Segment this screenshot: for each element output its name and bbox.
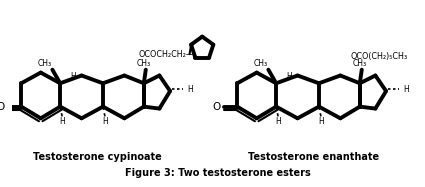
Text: H: H xyxy=(286,72,292,81)
Text: H: H xyxy=(102,117,108,126)
Text: O: O xyxy=(0,102,5,112)
Text: O: O xyxy=(212,102,221,112)
Text: H: H xyxy=(59,117,65,126)
Text: CH₃: CH₃ xyxy=(353,59,367,68)
Text: OCOCH₂CH₂—: OCOCH₂CH₂— xyxy=(138,50,194,59)
Text: H: H xyxy=(70,72,76,81)
Text: Testosterone cypinoate: Testosterone cypinoate xyxy=(33,152,162,162)
Text: CH₃: CH₃ xyxy=(137,59,151,68)
Text: CH₃: CH₃ xyxy=(254,59,268,68)
Text: CH₃: CH₃ xyxy=(37,59,52,68)
Text: H: H xyxy=(404,85,409,94)
Text: OCO(CH₂)₅CH₃: OCO(CH₂)₅CH₃ xyxy=(351,52,408,61)
Text: H: H xyxy=(187,85,193,94)
Text: H: H xyxy=(275,117,281,126)
Text: H: H xyxy=(318,117,324,126)
Text: Figure 3: Two testosterone esters: Figure 3: Two testosterone esters xyxy=(125,168,311,178)
Text: Testosterone enanthate: Testosterone enanthate xyxy=(247,152,379,162)
